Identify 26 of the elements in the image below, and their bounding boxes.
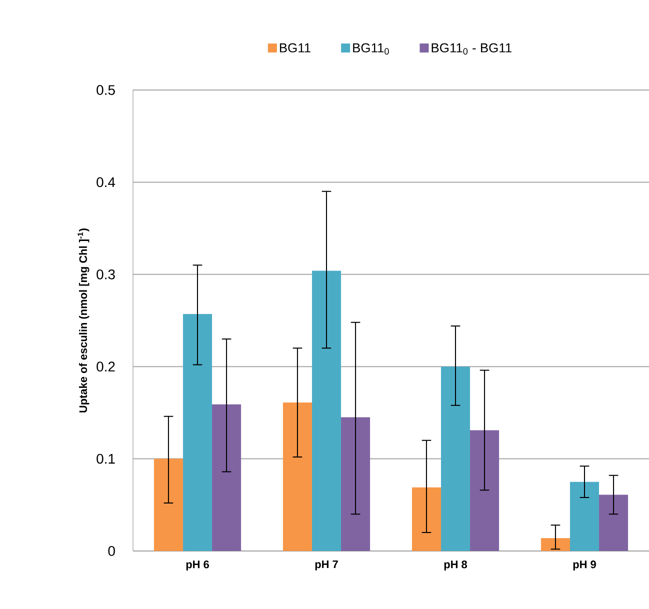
bar (282, 402, 312, 551)
bar (540, 538, 570, 551)
legend-label: BG11$_{0}$ - BG11 (432, 43, 512, 55)
legend-label: BG11$_{0}$ (353, 43, 389, 55)
y-tick-label: 0 (108, 546, 115, 556)
x-tick-label: pH 9 (573, 560, 596, 570)
bar (570, 482, 600, 551)
x-tick-label: pH 7 (315, 560, 338, 570)
y-tick-label: 0.2 (96, 362, 115, 372)
bar (212, 404, 242, 551)
y-tick-label: 0.3 (96, 269, 115, 280)
legend-label: BG11 (280, 43, 310, 52)
x-tick-label: pH 8 (444, 560, 468, 570)
y-axis-title: Uptake of esculin (nmol [mg Chl ]$^{-1}$) (78, 228, 90, 412)
bar (599, 494, 628, 551)
bar (341, 417, 370, 551)
bar (312, 270, 342, 551)
y-tick-label: 0.4 (96, 177, 116, 188)
bar (182, 314, 212, 551)
y-tick-label: 0.1 (96, 454, 115, 464)
y-tick-label: 0.5 (96, 85, 115, 95)
bar (412, 487, 441, 551)
x-tick-label: pH 6 (186, 560, 209, 570)
bar (440, 366, 470, 551)
bar (154, 458, 183, 551)
bar (470, 430, 500, 551)
